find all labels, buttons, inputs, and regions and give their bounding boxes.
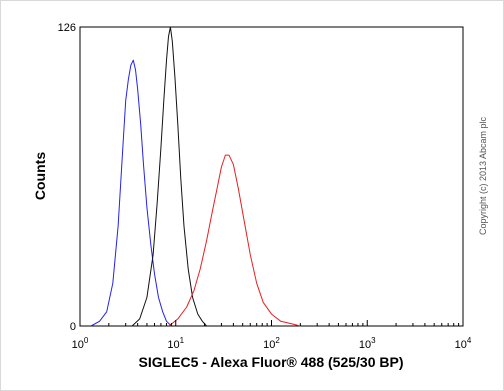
x-tick-label: 100 — [72, 336, 89, 351]
x-tick-label: 101 — [167, 336, 184, 351]
y-axis-title: Counts — [32, 152, 48, 200]
x-tick-label: 104 — [455, 336, 472, 351]
x-tick-label: 102 — [263, 336, 280, 351]
y-tick-label: 0 — [70, 321, 76, 333]
y-tick-label: 126 — [58, 22, 76, 34]
series-line-2 — [131, 26, 207, 327]
series-layer — [90, 26, 301, 327]
series-line-3 — [168, 154, 301, 327]
series-line-1 — [90, 59, 172, 327]
x-axis-title: SIGLEC5 - Alexa Fluor® 488 (525/30 BP) — [138, 354, 403, 370]
y-axis-ticks: 0 126 — [58, 22, 86, 333]
plot-area — [79, 26, 464, 327]
x-axis-ticks: 100 101 102 103 104 — [72, 320, 472, 351]
copyright-text: Copyright (c) 2013 Abcam plc — [478, 116, 488, 235]
x-tick-label: 103 — [359, 336, 376, 351]
